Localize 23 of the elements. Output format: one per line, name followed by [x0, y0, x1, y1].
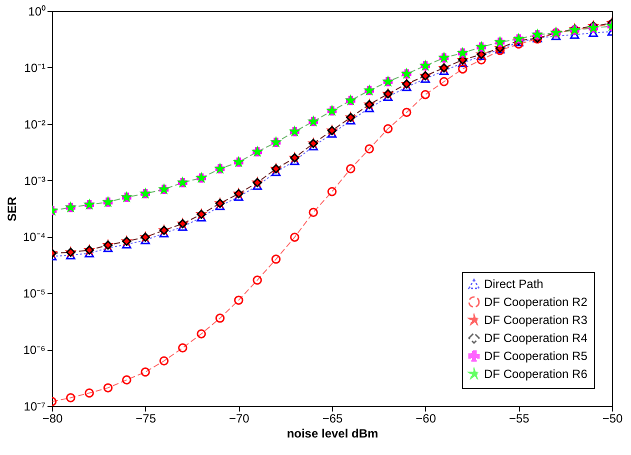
- y-tick-label: 10⁰: [28, 4, 46, 18]
- x-tick-label: −55: [508, 412, 530, 426]
- y-tick-label: 10⁻²: [24, 117, 46, 132]
- y-tick-label: 10⁻⁶: [23, 343, 46, 358]
- y-tick-label: 10⁻⁵: [23, 286, 46, 301]
- x-tick-label: −60: [416, 412, 436, 426]
- x-tick-label: −80: [42, 412, 63, 426]
- y-tick-label: 10⁻¹: [24, 60, 46, 75]
- x-tick-label: −50: [602, 412, 623, 426]
- x-axis-title: noise level dBm: [286, 426, 378, 440]
- y-tick-label: 10⁻⁴: [22, 230, 46, 244]
- x-tick-label: −75: [136, 412, 156, 426]
- legend-label: DF Cooperation R6: [484, 367, 588, 381]
- legend-label: Direct Path: [484, 277, 544, 291]
- x-tick-label: −65: [322, 412, 343, 426]
- legend-label: DF Cooperation R3: [484, 313, 588, 327]
- y-tick-label: 10⁻⁷: [24, 400, 46, 414]
- y-tick-label: 10⁻³: [24, 174, 46, 188]
- legend-label: DF Cooperation R2: [484, 295, 588, 309]
- y-axis-title: SER: [4, 196, 19, 222]
- legend-label: DF Cooperation R5: [484, 349, 588, 363]
- legend-label: DF Cooperation R4: [484, 331, 588, 345]
- x-tick-label: −70: [228, 412, 250, 426]
